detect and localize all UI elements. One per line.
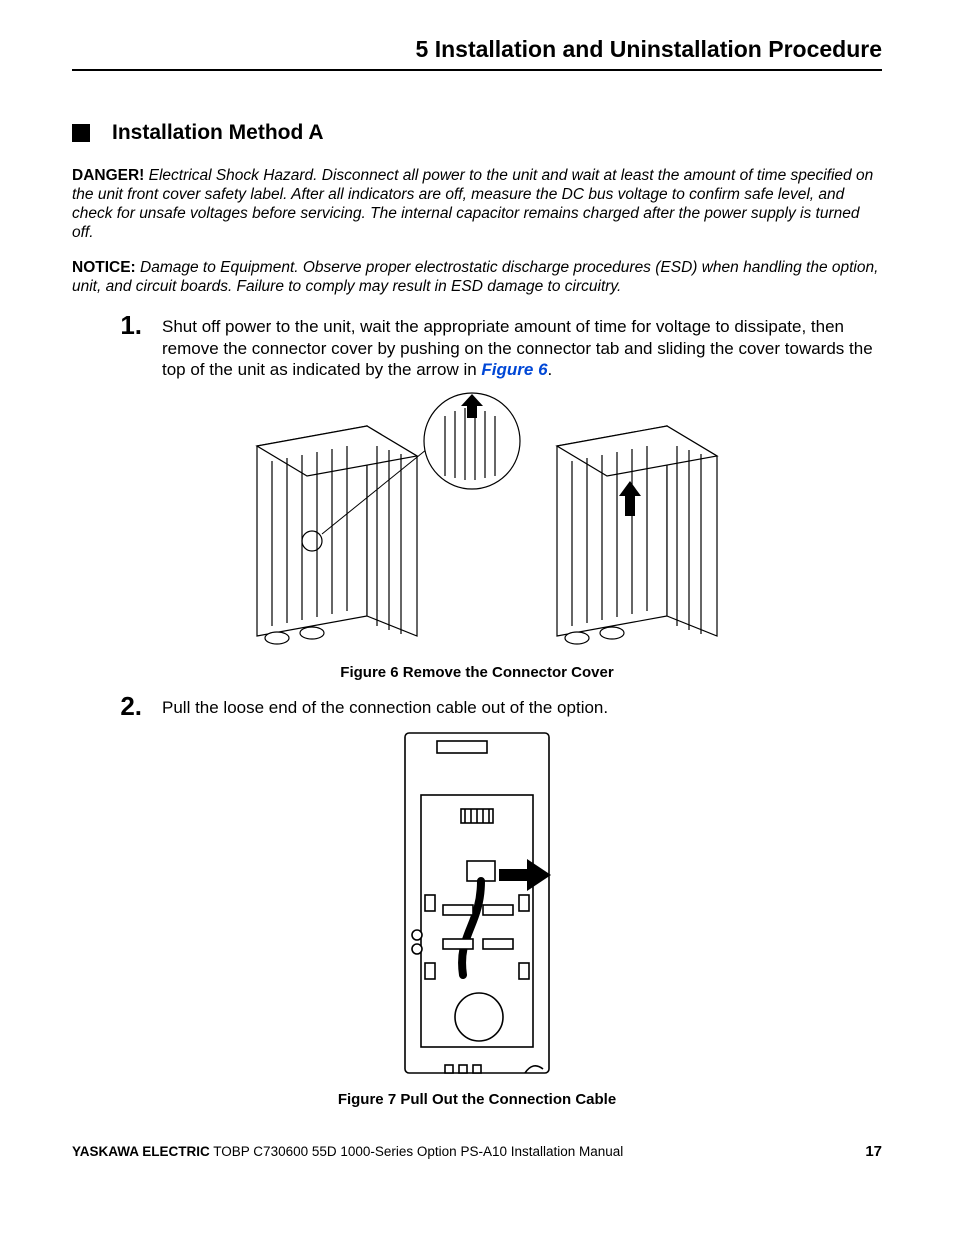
danger-lead: DANGER! bbox=[72, 167, 149, 184]
step-number: 2. bbox=[116, 693, 142, 719]
page-footer: YASKAWA ELECTRIC TOBP C730600 55D 1000-S… bbox=[72, 1143, 882, 1160]
notice-lead: NOTICE: bbox=[72, 259, 140, 276]
notice-warning: NOTICE: Damage to Equipment. Observe pro… bbox=[72, 259, 882, 297]
section-title: Installation Method A bbox=[112, 121, 324, 145]
figure-7-illustration bbox=[387, 725, 567, 1085]
figure-6-ref[interactable]: Figure 6 bbox=[481, 360, 547, 379]
step-2: 2. Pull the loose end of the connection … bbox=[72, 693, 882, 719]
figure-7-caption: Figure 7 Pull Out the Connection Cable bbox=[72, 1091, 882, 1108]
square-bullet-icon bbox=[72, 124, 90, 142]
danger-body: Electrical Shock Hazard. Disconnect all … bbox=[72, 167, 873, 241]
step-text: Pull the loose end of the connection cab… bbox=[162, 693, 608, 719]
page-number: 17 bbox=[865, 1143, 882, 1160]
figure-6: Figure 6 Remove the Connector Cover bbox=[72, 386, 882, 681]
step-number: 1. bbox=[116, 312, 142, 380]
step-text: Shut off power to the unit, wait the app… bbox=[162, 312, 882, 380]
section-heading: Installation Method A bbox=[72, 121, 882, 145]
figure-6-illustration bbox=[217, 386, 737, 658]
footer-doc: TOBP C730600 55D 1000-Series Option PS-A… bbox=[210, 1144, 624, 1159]
step-1: 1. Shut off power to the unit, wait the … bbox=[72, 312, 882, 380]
figure-6-caption: Figure 6 Remove the Connector Cover bbox=[72, 664, 882, 681]
step-1-text-after: . bbox=[548, 360, 553, 379]
running-header: 5 Installation and Uninstallation Proced… bbox=[72, 36, 882, 71]
footer-doc-id: YASKAWA ELECTRIC TOBP C730600 55D 1000-S… bbox=[72, 1144, 623, 1159]
footer-brand: YASKAWA ELECTRIC bbox=[72, 1144, 210, 1159]
step-2-text: Pull the loose end of the connection cab… bbox=[162, 698, 608, 717]
figure-7: Figure 7 Pull Out the Connection Cable bbox=[72, 725, 882, 1108]
notice-body: Damage to Equipment. Observe proper elec… bbox=[72, 259, 878, 295]
danger-warning: DANGER! Electrical Shock Hazard. Disconn… bbox=[72, 167, 882, 243]
